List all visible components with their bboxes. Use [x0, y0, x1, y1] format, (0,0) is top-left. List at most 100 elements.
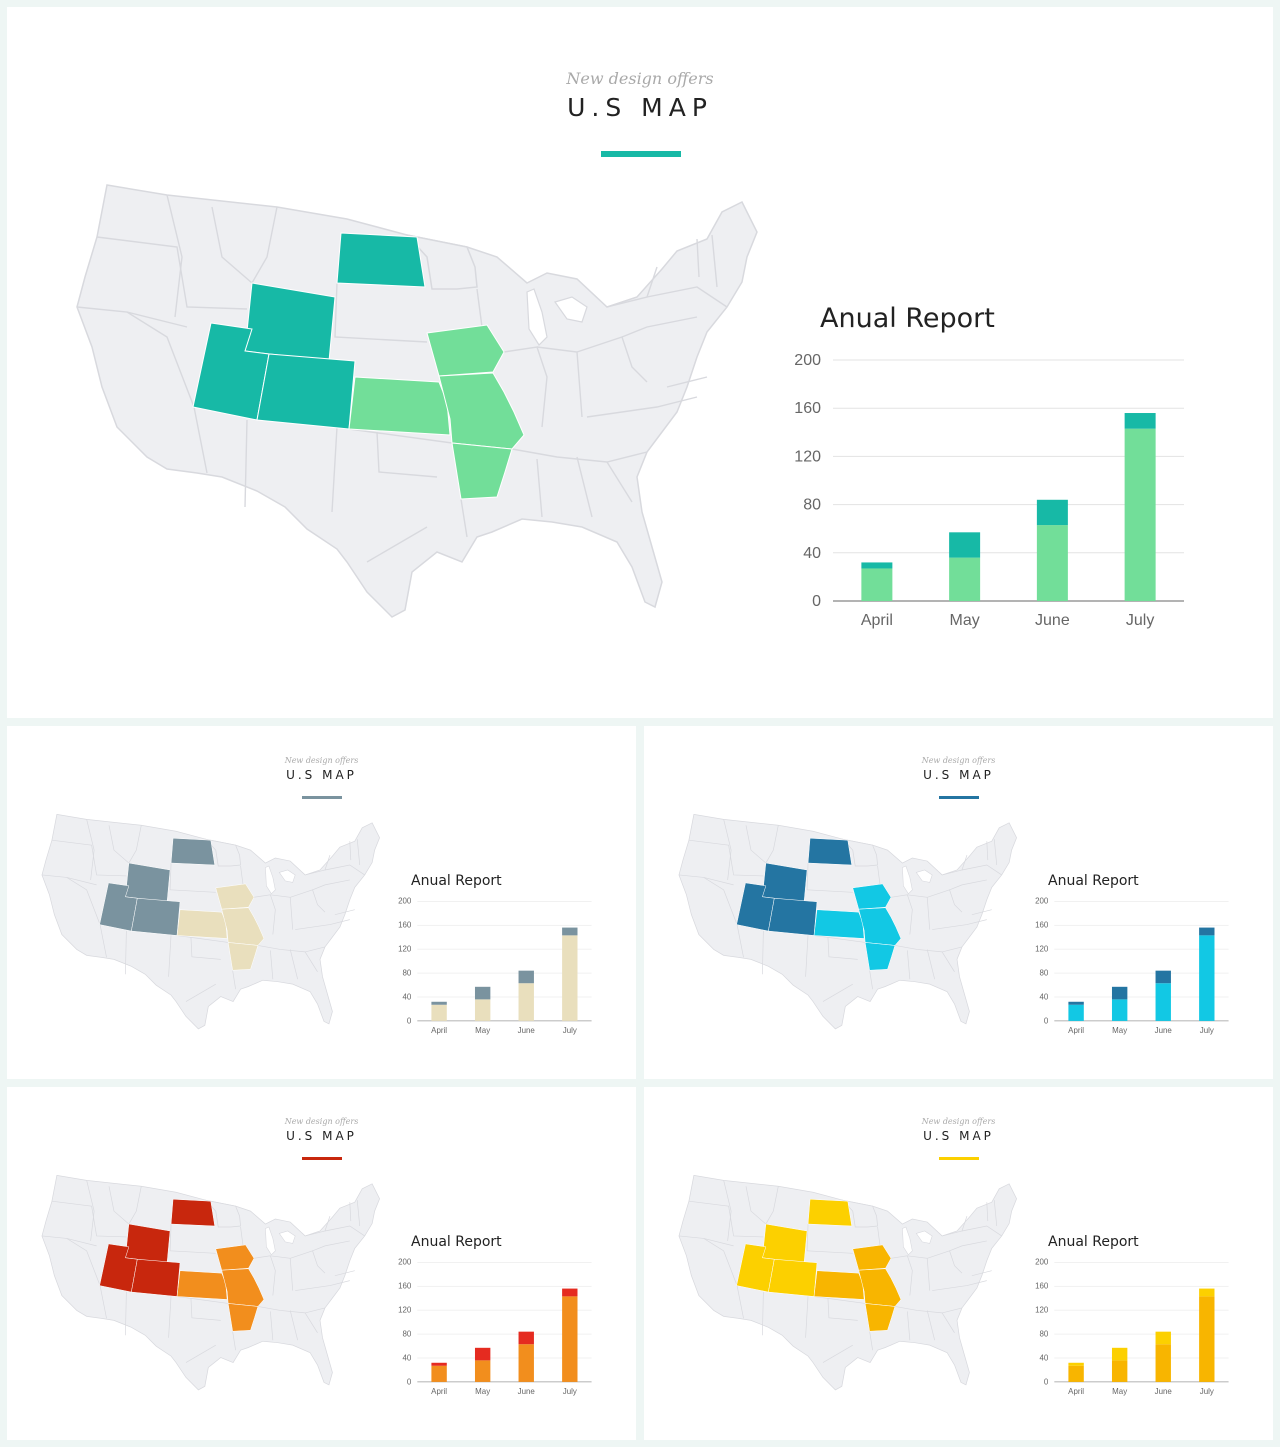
state-shape	[204, 1199, 241, 1228]
y-tick-label: 200	[398, 897, 412, 906]
state-border	[703, 1238, 734, 1247]
bar-chart: 0 40 80 120 160 200 April May June July	[398, 897, 592, 1035]
state-border	[765, 825, 779, 864]
state-highlight-dark	[807, 1198, 853, 1227]
state-highlight-dark	[125, 862, 171, 903]
pre-title: New design offers	[566, 69, 714, 88]
x-tick-label: July	[563, 1387, 577, 1396]
bar-upper	[1068, 1001, 1084, 1005]
state-highlight-light	[852, 883, 892, 910]
state-border	[168, 1295, 172, 1338]
pre-title: New design offers	[921, 1117, 996, 1126]
state-border	[312, 879, 350, 891]
chart-title: Anual Report	[1048, 873, 1139, 889]
state-border	[813, 935, 866, 943]
state-border	[334, 1270, 355, 1277]
slide-variant-gray: 0 40 80 120 160 200 April May June July New desig…	[7, 726, 636, 1079]
pre-title: New design offers	[921, 756, 996, 765]
bar-upper	[1036, 499, 1068, 526]
bar-lower	[474, 999, 491, 1021]
y-tick-label: 120	[1035, 945, 1049, 954]
state-border	[806, 1224, 853, 1254]
x-tick-label: May	[950, 612, 980, 629]
state-border	[805, 934, 809, 977]
page-title: U.S MAP	[567, 93, 713, 122]
us-map: 0 40 80 120 160 200 April May June July	[41, 1174, 592, 1396]
state-highlight-light	[176, 1270, 228, 1300]
state-border	[476, 288, 483, 328]
bar-upper	[1111, 1347, 1128, 1361]
x-tick-label: May	[1112, 1026, 1127, 1035]
state-border	[66, 877, 97, 886]
state-border	[586, 396, 698, 418]
bar-lower	[474, 1360, 491, 1382]
bar-chart: 0 40 80 120 160 200 April May June July	[1035, 897, 1229, 1035]
state-border	[312, 1240, 350, 1252]
state-border	[128, 825, 142, 864]
state-border	[606, 461, 633, 503]
state-border	[986, 1202, 989, 1222]
x-tick-label: July	[1126, 612, 1154, 629]
y-tick-label: 80	[1040, 969, 1049, 978]
y-tick-label: 80	[403, 969, 412, 978]
state-border	[688, 1200, 764, 1238]
bar-lower	[1124, 428, 1156, 601]
state-border	[348, 428, 453, 444]
state-border	[270, 950, 274, 980]
y-tick-label: 80	[803, 497, 821, 514]
state-highlight-light	[451, 442, 513, 500]
state-border	[349, 1202, 352, 1222]
y-tick-label: 120	[1035, 1306, 1049, 1315]
state-highlight-dark	[125, 1223, 171, 1264]
state-border	[169, 863, 216, 893]
state-border	[827, 936, 858, 960]
state-border	[666, 376, 708, 388]
state-border	[290, 1250, 326, 1274]
bar-lower	[562, 935, 578, 1021]
state-highlight-light	[176, 909, 228, 939]
state-border	[41, 1235, 107, 1319]
state-border	[877, 1226, 881, 1246]
bar-upper	[1155, 1331, 1171, 1345]
bar-upper	[518, 970, 534, 984]
y-tick-label: 0	[1044, 1016, 1049, 1025]
state-border	[961, 1225, 1002, 1237]
x-tick-label: April	[861, 612, 893, 629]
bar-upper	[1199, 927, 1215, 936]
state-border	[822, 983, 853, 1002]
x-tick-label: April	[431, 1387, 447, 1396]
bar-upper	[1124, 413, 1156, 429]
great-lakes	[265, 865, 296, 895]
title-underline	[939, 1157, 979, 1160]
page-title: U.S MAP	[286, 1129, 357, 1143]
state-border	[211, 206, 253, 284]
state-border	[66, 1238, 97, 1247]
state-border	[907, 894, 931, 930]
state-border	[257, 1306, 326, 1314]
state-border	[86, 819, 95, 880]
y-tick-label: 40	[1040, 1353, 1049, 1362]
state-border	[932, 919, 987, 930]
y-tick-label: 80	[403, 1330, 412, 1339]
us-map: 0 40 80 120 160 200 April May June July	[678, 1174, 1229, 1396]
bar-lower	[861, 568, 893, 601]
y-tick-label: 160	[1035, 1282, 1049, 1291]
x-tick-label: June	[518, 1026, 536, 1035]
bar-lower	[1199, 935, 1215, 1021]
state-border	[169, 1224, 216, 1254]
page-title: U.S MAP	[286, 768, 357, 782]
bar-upper	[1111, 986, 1128, 1000]
state-border	[762, 931, 764, 975]
state-border	[942, 1215, 968, 1237]
bar-chart: 0 40 80 120 160 200 April May June July	[794, 352, 1184, 629]
bar-lower	[1111, 999, 1128, 1021]
state-border	[971, 909, 992, 916]
x-tick-label: June	[518, 1387, 536, 1396]
title-underline	[302, 796, 342, 799]
bar-upper	[562, 927, 578, 936]
state-highlight-light	[864, 1303, 896, 1332]
state-border	[688, 839, 764, 877]
title-underline	[302, 1157, 342, 1160]
state-border	[927, 1250, 963, 1274]
state-border	[907, 1255, 931, 1291]
